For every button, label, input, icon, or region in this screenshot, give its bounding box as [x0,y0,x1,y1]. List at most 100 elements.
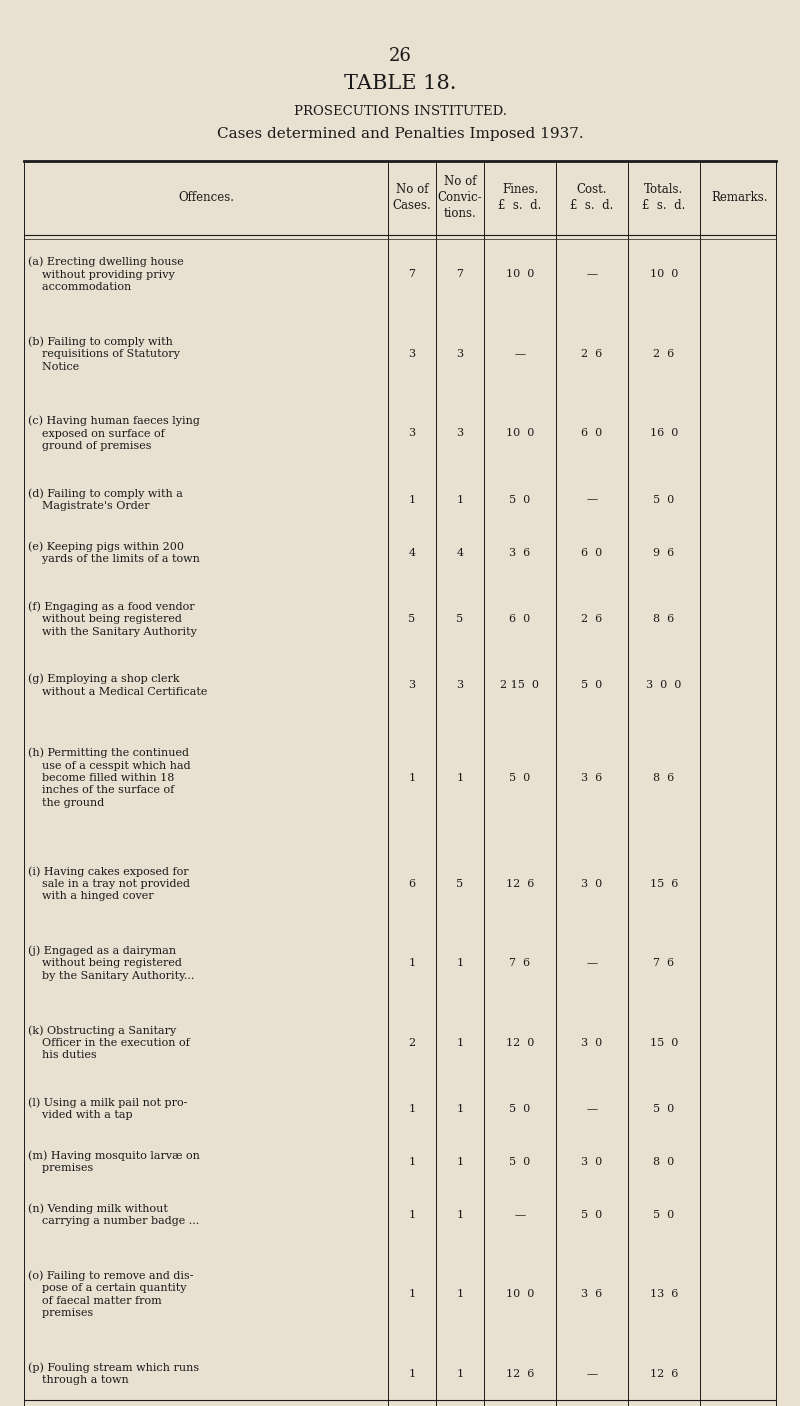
Text: 3: 3 [409,681,415,690]
Text: (g) Employing a shop clerk
    without a Medical Certificate: (g) Employing a shop clerk without a Med… [28,673,207,696]
Text: 6: 6 [409,879,415,889]
Text: 3  0  0: 3 0 0 [646,681,682,690]
Text: (n) Vending milk without
    carrying a number badge ...: (n) Vending milk without carrying a numb… [28,1204,199,1226]
Text: 1: 1 [457,1104,463,1114]
Text: (k) Obstructing a Sanitary
    Officer in the execution of
    his duties: (k) Obstructing a Sanitary Officer in th… [28,1025,190,1060]
Text: 8  0: 8 0 [654,1157,674,1167]
Text: 5  0: 5 0 [654,1211,674,1220]
Text: 1: 1 [457,773,463,783]
Text: 10  0: 10 0 [506,270,534,280]
Text: —: — [586,1369,598,1379]
Text: 2  6: 2 6 [582,349,602,359]
Text: Fines.
£  s.  d.: Fines. £ s. d. [498,183,542,212]
Text: 7: 7 [457,270,463,280]
Text: (o) Failing to remove and dis-
    pose of a certain quantity
    of faecal matt: (o) Failing to remove and dis- pose of a… [28,1271,194,1319]
Text: 1: 1 [409,1289,415,1299]
Text: 3: 3 [409,349,415,359]
Text: 1: 1 [409,1211,415,1220]
Text: 12  6: 12 6 [650,1369,678,1379]
Text: —: — [586,959,598,969]
Text: 10  0: 10 0 [650,270,678,280]
Text: —: — [514,1211,526,1220]
Text: 1: 1 [409,1104,415,1114]
Text: 1: 1 [457,1289,463,1299]
Text: Offences.: Offences. [178,191,234,204]
Text: (e) Keeping pigs within 200
    yards of the limits of a town: (e) Keeping pigs within 200 yards of the… [28,541,200,564]
Text: (c) Having human faeces lying
    exposed on surface of
    ground of premises: (c) Having human faeces lying exposed on… [28,416,200,451]
Text: 2: 2 [409,1038,415,1047]
Text: (p) Fouling stream which runs
    through a town: (p) Fouling stream which runs through a … [28,1362,199,1385]
Text: (a) Erecting dwelling house
    without providing privy
    accommodation: (a) Erecting dwelling house without prov… [28,257,184,292]
Text: 26: 26 [389,46,411,65]
Text: 6  0: 6 0 [582,547,602,558]
Text: 1: 1 [457,1038,463,1047]
Text: 1: 1 [457,1157,463,1167]
Text: —: — [586,1104,598,1114]
Text: 1: 1 [409,1369,415,1379]
Text: 5: 5 [457,879,463,889]
Text: 3  0: 3 0 [582,1157,602,1167]
Text: 3: 3 [457,429,463,439]
Text: 15  0: 15 0 [650,1038,678,1047]
Text: 5: 5 [457,614,463,624]
Text: 10  0: 10 0 [506,429,534,439]
Text: 5  0: 5 0 [510,1104,530,1114]
Text: TABLE 18.: TABLE 18. [344,73,456,93]
Text: Remarks.: Remarks. [712,191,768,204]
Text: 6  0: 6 0 [510,614,530,624]
Text: 1: 1 [409,1157,415,1167]
Text: —: — [586,495,598,505]
Text: 8  6: 8 6 [654,614,674,624]
Text: —: — [514,349,526,359]
Text: 10  0: 10 0 [506,1289,534,1299]
Text: 12  0: 12 0 [506,1038,534,1047]
Text: (l) Using a milk pail not pro-
    vided with a tap: (l) Using a milk pail not pro- vided wit… [28,1098,187,1121]
Text: (f) Engaging as a food vendor
    without being registered
    with the Sanitary: (f) Engaging as a food vendor without be… [28,602,197,637]
Text: 3  0: 3 0 [582,1038,602,1047]
Text: Totals.
£  s.  d.: Totals. £ s. d. [642,183,686,212]
Text: 4: 4 [409,547,415,558]
Text: (b) Failing to comply with
    requisitions of Statutory
    Notice: (b) Failing to comply with requisitions … [28,336,180,371]
Text: (m) Having mosquito larvæ on
    premises: (m) Having mosquito larvæ on premises [28,1150,200,1174]
Text: 12  6: 12 6 [506,879,534,889]
Text: 5  0: 5 0 [582,681,602,690]
Text: 7: 7 [409,270,415,280]
Text: 5: 5 [409,614,415,624]
Text: 4: 4 [457,547,463,558]
Text: (d) Failing to comply with a
    Magistrate's Order: (d) Failing to comply with a Magistrate'… [28,488,183,512]
Text: 5  0: 5 0 [510,495,530,505]
Text: 13  6: 13 6 [650,1289,678,1299]
Text: No of
Cases.: No of Cases. [393,183,431,212]
Text: 1: 1 [457,1369,463,1379]
Text: 3  6: 3 6 [510,547,530,558]
Text: (j) Engaged as a dairyman
    without being registered
    by the Sanitary Autho: (j) Engaged as a dairyman without being … [28,945,194,981]
Text: 1: 1 [409,495,415,505]
Text: Cost.
£  s.  d.: Cost. £ s. d. [570,183,614,212]
Text: —: — [586,270,598,280]
Text: 5  0: 5 0 [582,1211,602,1220]
Text: 8  6: 8 6 [654,773,674,783]
Text: 3  6: 3 6 [582,773,602,783]
Text: 7  6: 7 6 [510,959,530,969]
Text: 5  0: 5 0 [654,495,674,505]
Text: 1: 1 [409,773,415,783]
Text: 3: 3 [457,349,463,359]
Text: 1: 1 [457,1211,463,1220]
Text: 1: 1 [409,959,415,969]
Text: 5  0: 5 0 [510,773,530,783]
Text: 3: 3 [457,681,463,690]
Text: No of
Convic-
tions.: No of Convic- tions. [438,176,482,221]
Text: 5  0: 5 0 [510,1157,530,1167]
Text: 7  6: 7 6 [654,959,674,969]
Text: (i) Having cakes exposed for
    sale in a tray not provided
    with a hinged c: (i) Having cakes exposed for sale in a t… [28,866,190,901]
Text: 3  6: 3 6 [582,1289,602,1299]
Text: 2  6: 2 6 [654,349,674,359]
Text: PROSECUTIONS INSTITUTED.: PROSECUTIONS INSTITUTED. [294,104,506,118]
Text: 2  6: 2 6 [582,614,602,624]
Text: 2 15  0: 2 15 0 [501,681,539,690]
Text: 3: 3 [409,429,415,439]
Text: Cases determined and Penalties Imposed 1937.: Cases determined and Penalties Imposed 1… [217,128,583,142]
Text: (h) Permitting the continued
    use of a cesspit which had
    become filled wi: (h) Permitting the continued use of a ce… [28,748,190,808]
Text: 16  0: 16 0 [650,429,678,439]
Text: 9  6: 9 6 [654,547,674,558]
